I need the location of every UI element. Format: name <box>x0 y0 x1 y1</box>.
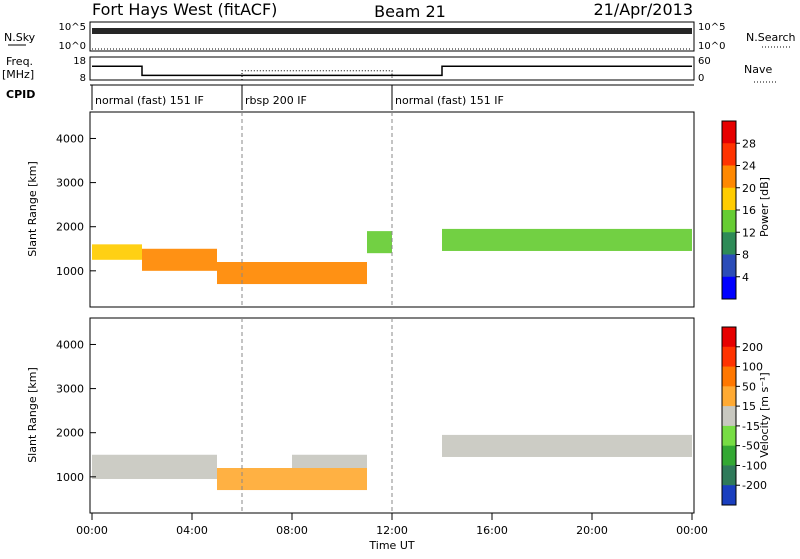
nsky-scale-top: 10^5 <box>59 22 86 33</box>
power-panel: 4000 3000 2000 1000 Slant Range [km] 28 24 20… <box>26 111 771 308</box>
power-colorbar-swatch <box>722 210 736 233</box>
velocity-colorbar-swatch <box>722 327 736 348</box>
ytick-label: 4000 <box>56 132 84 145</box>
echo-band <box>217 262 367 285</box>
nave-trace <box>92 70 692 81</box>
nsky-label: N.Sky <box>4 31 36 44</box>
power-colorbar-tick-label: 16 <box>742 204 756 217</box>
power-colorbar-label: Power [dB] <box>758 177 771 237</box>
velocity-colorbar-tick-label: 100 <box>742 361 763 374</box>
ytick-label: 3000 <box>56 383 84 396</box>
velocity-colorbar-tick-label: -15 <box>742 420 760 433</box>
power-colorbar-tick-label: 20 <box>742 182 756 195</box>
xtick-label: 04:00 <box>176 524 208 537</box>
ytick-label: 3000 <box>56 177 84 190</box>
xtick-label: 20:00 <box>576 524 608 537</box>
time-axis: 00:00 04:00 08:00 12:00 16:00 20:00 00:00 <box>76 112 708 537</box>
power-ylabel: Slant Range [km] <box>26 161 39 257</box>
nave-tick-high: 60 <box>698 56 711 67</box>
freq-frame <box>89 56 695 81</box>
echo-band <box>142 248 217 271</box>
power-colorbar-swatch <box>722 187 736 211</box>
velocity-colorbar-tick-label: -200 <box>742 479 767 492</box>
power-colorbar-swatch <box>722 254 736 278</box>
velocity-colorbar-tick-label: -50 <box>742 440 760 453</box>
echo-band <box>442 228 692 251</box>
velocity-colorbar-swatch <box>722 366 736 387</box>
freq-tick-high: 18 <box>73 56 86 67</box>
freq-trace <box>92 65 692 77</box>
velocity-panel: 4000 3000 2000 1000 Slant Range [km] 200 100… <box>26 317 771 514</box>
echo-band <box>217 468 367 491</box>
power-colorbar-tick-label: 24 <box>742 160 756 173</box>
velocity-colorbar-swatch <box>722 425 736 447</box>
cpid-segment-label: normal (fast) 151 IF <box>95 94 204 107</box>
ytick-label: 1000 <box>56 265 84 278</box>
cpid-segment-label: normal (fast) 151 IF <box>395 94 504 107</box>
velocity-colorbar-swatch <box>722 386 736 407</box>
xtick-label: 00:00 <box>76 524 108 537</box>
ytick-label: 1000 <box>56 471 84 484</box>
power-colorbar-tick-label: 4 <box>742 271 749 284</box>
velocity-colorbar-swatch <box>722 445 736 466</box>
velocity-colorbar-swatch <box>722 346 736 368</box>
nsky-scale-bottom: 10^0 <box>59 41 86 52</box>
velocity-colorbar-tick-label: 200 <box>742 341 763 354</box>
velocity-colorbar-tick-label: 50 <box>742 380 756 393</box>
nsearch-scale-bottom: 10^0 <box>698 41 725 52</box>
velocity-ylabel: Slant Range [km] <box>26 367 39 463</box>
nsky-frame <box>89 21 695 52</box>
power-colorbar-tick-label: 8 <box>742 249 749 262</box>
nsearch-scale-top: 10^5 <box>698 22 725 33</box>
xtick-label: 12:00 <box>376 524 408 537</box>
echo-band <box>442 434 692 457</box>
xtick-label: 08:00 <box>276 524 308 537</box>
echo-band <box>92 454 217 480</box>
station-title: Fort Hays West (fitACF) <box>92 0 277 19</box>
velocity-colorbar-tick-label: 15 <box>742 400 756 413</box>
cpid-label: CPID <box>6 88 35 101</box>
nsearch-label: N.Search <box>746 31 796 44</box>
freq-tick-low: 8 <box>80 73 86 84</box>
ytick-label: 2000 <box>56 221 84 234</box>
xtick-label: 00:00 <box>676 524 708 537</box>
power-colorbar-swatch <box>722 121 736 144</box>
power-colorbar-swatch <box>722 165 736 189</box>
freq-panel: 18 8 60 0 Freq. [MHz] Nave <box>2 55 776 84</box>
cpid-segment-label: rbsp 200 IF <box>245 94 307 107</box>
power-colorbar-swatch <box>722 143 736 166</box>
power-colorbar-swatch <box>722 276 736 300</box>
velocity-colorbar-swatch <box>722 406 736 427</box>
velocity-colorbar-label: Velocity [m s⁻¹] <box>758 372 771 457</box>
date-title: 21/Apr/2013 <box>593 0 693 19</box>
nsky-trace <box>92 28 692 34</box>
power-colorbar-tick-label: 12 <box>742 226 756 239</box>
echo-band <box>367 231 392 254</box>
velocity-colorbar-frame <box>721 326 737 506</box>
freq-unit: [MHz] <box>2 68 34 81</box>
xaxis-label: Time UT <box>368 539 414 552</box>
power-colorbar-tick-label: 28 <box>742 137 756 150</box>
ytick-label: 4000 <box>56 338 84 351</box>
velocity-colorbar-swatch <box>722 465 736 486</box>
cpid-panel: CPID normal (fast) 151 IF rbsp 200 IF norm… <box>6 84 694 110</box>
nave-tick-low: 0 <box>698 73 704 84</box>
freq-label: Freq. <box>6 55 33 68</box>
echo-band <box>292 454 367 468</box>
ytick-label: 2000 <box>56 427 84 440</box>
velocity-colorbar-swatch <box>722 485 736 506</box>
velocity-colorbar-tick-label: -100 <box>742 459 767 472</box>
nave-label: Nave <box>744 63 772 76</box>
nsky-panel: 10^5 10^0 10^5 10^0 N.Sky N.Search <box>4 21 796 52</box>
xtick-label: 16:00 <box>476 524 508 537</box>
beam-title: Beam 21 <box>374 2 446 21</box>
echo-band <box>92 244 142 260</box>
power-colorbar-swatch <box>722 232 736 255</box>
